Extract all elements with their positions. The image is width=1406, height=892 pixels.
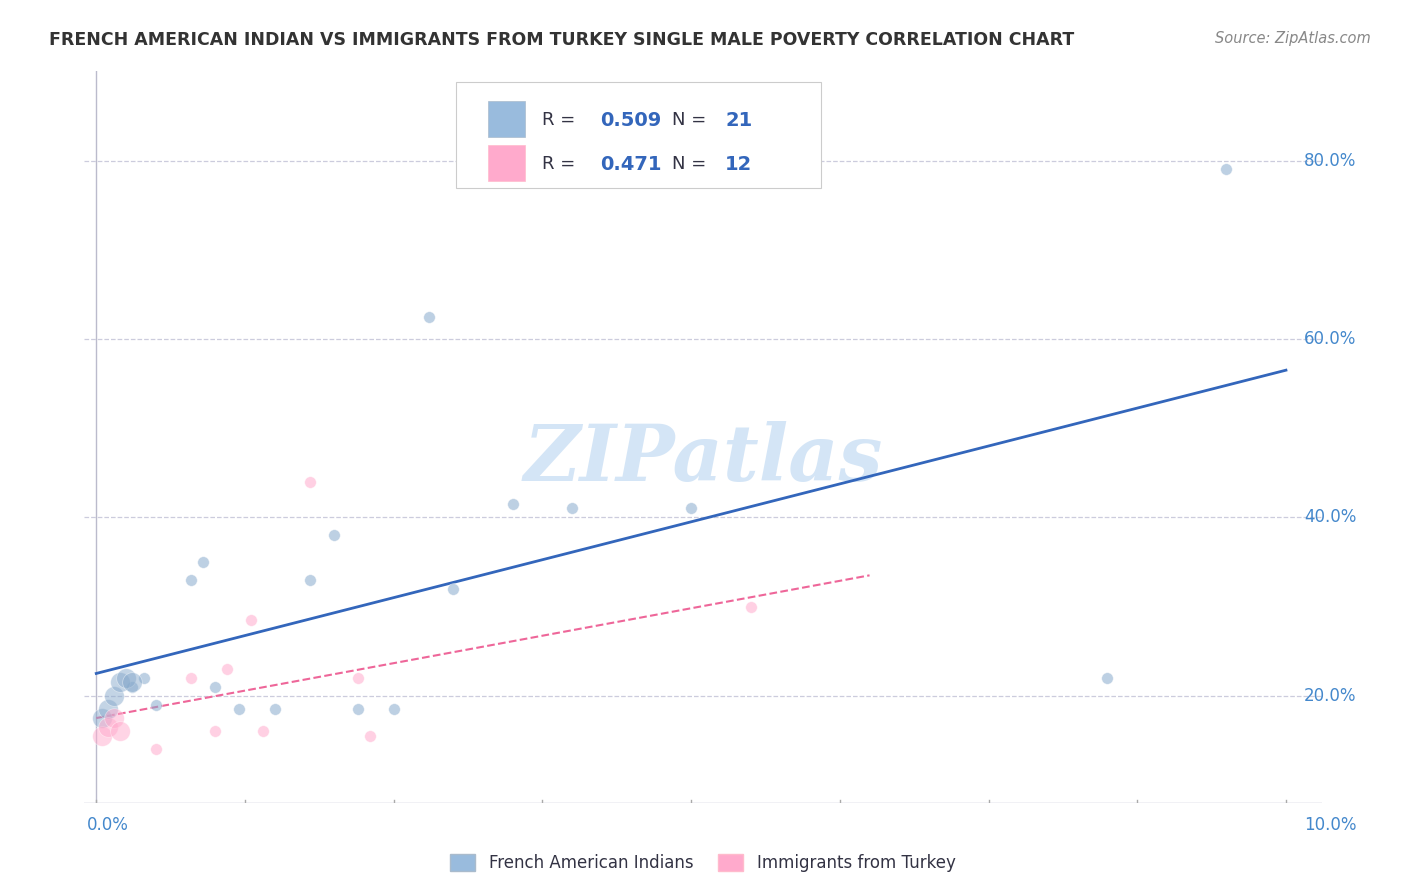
Point xyxy=(347,702,370,716)
Point xyxy=(97,720,120,734)
Text: R =: R = xyxy=(543,112,581,129)
Text: FRENCH AMERICAN INDIAN VS IMMIGRANTS FROM TURKEY SINGLE MALE POVERTY CORRELATION: FRENCH AMERICAN INDIAN VS IMMIGRANTS FRO… xyxy=(49,31,1074,49)
Point xyxy=(132,671,155,685)
Point xyxy=(217,662,239,676)
Point xyxy=(1097,671,1119,685)
Point xyxy=(204,724,226,739)
Point xyxy=(323,528,346,542)
FancyBboxPatch shape xyxy=(456,82,821,188)
Point xyxy=(347,671,370,685)
Text: N =: N = xyxy=(672,155,711,173)
Point xyxy=(145,742,167,756)
Point xyxy=(441,582,464,596)
Text: 20.0%: 20.0% xyxy=(1303,687,1357,705)
Text: Source: ZipAtlas.com: Source: ZipAtlas.com xyxy=(1215,31,1371,46)
Point xyxy=(740,599,762,614)
Text: 0.509: 0.509 xyxy=(600,111,662,130)
Point xyxy=(252,724,274,739)
Text: R =: R = xyxy=(543,155,581,173)
Point xyxy=(382,702,405,716)
FancyBboxPatch shape xyxy=(488,101,524,137)
Point xyxy=(115,671,138,685)
Point xyxy=(681,501,703,516)
Point xyxy=(97,702,120,716)
Point xyxy=(108,675,131,690)
Point xyxy=(263,702,285,716)
Text: 21: 21 xyxy=(725,111,752,130)
Point xyxy=(91,711,114,725)
Text: 12: 12 xyxy=(725,154,752,174)
Text: 10.0%: 10.0% xyxy=(1303,816,1357,834)
Point xyxy=(121,675,143,690)
Point xyxy=(145,698,167,712)
Text: 0.0%: 0.0% xyxy=(87,816,128,834)
Point xyxy=(121,680,143,694)
Point xyxy=(502,497,524,511)
Text: N =: N = xyxy=(672,112,711,129)
Point xyxy=(239,613,262,627)
Point xyxy=(1215,162,1237,177)
FancyBboxPatch shape xyxy=(488,145,524,181)
Point xyxy=(180,671,202,685)
Point xyxy=(103,711,125,725)
Point xyxy=(228,702,250,716)
Point xyxy=(108,724,131,739)
Point xyxy=(299,573,322,587)
Point xyxy=(103,689,125,703)
Point xyxy=(193,555,215,569)
Text: 60.0%: 60.0% xyxy=(1303,330,1357,348)
Text: 80.0%: 80.0% xyxy=(1303,152,1357,169)
Text: 40.0%: 40.0% xyxy=(1303,508,1357,526)
Text: ZIPatlas: ZIPatlas xyxy=(523,421,883,497)
Point xyxy=(418,310,440,324)
Point xyxy=(561,501,583,516)
Text: 0.471: 0.471 xyxy=(600,154,662,174)
Point xyxy=(204,680,226,694)
Point xyxy=(91,729,114,743)
Point xyxy=(359,729,381,743)
Point xyxy=(299,475,322,489)
Legend: French American Indians, Immigrants from Turkey: French American Indians, Immigrants from… xyxy=(444,847,962,879)
Point xyxy=(180,573,202,587)
